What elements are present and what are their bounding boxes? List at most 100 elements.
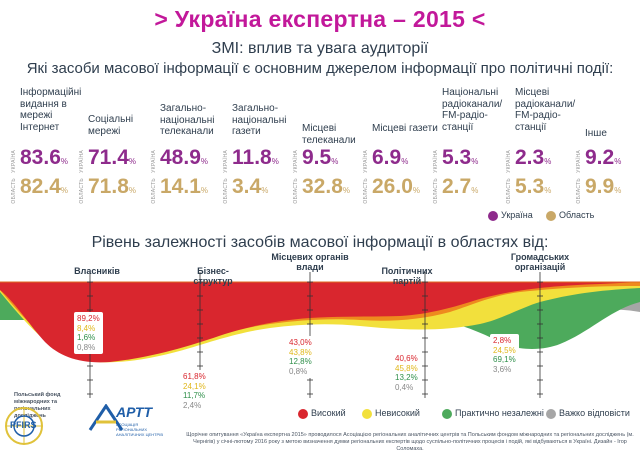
value-line: 40,6% <box>395 354 418 363</box>
value-line: 0,8% <box>289 366 308 376</box>
percent-sign: % <box>128 157 136 166</box>
side-label-ukraine: УКРАЇНА <box>79 150 85 173</box>
value-ukraine: 2.3% <box>515 147 551 173</box>
legend-label: Високий <box>311 408 346 418</box>
value-ukraine: 9.2% <box>585 147 621 173</box>
value-number: 26.0 <box>372 175 413 198</box>
value-number: 2.3 <box>515 146 545 169</box>
value-line: 24,1% <box>183 381 206 391</box>
value-ukraine: 71.4% <box>88 147 136 173</box>
side-label-oblast: ОБЛАСТЬ <box>79 178 85 204</box>
value-number: 11.8 <box>232 146 272 169</box>
legend-oblast-swatch <box>546 210 556 221</box>
value-oblast: 2.7% <box>442 176 478 202</box>
value-oblast: 82.4% <box>20 176 68 202</box>
percent-sign: % <box>271 157 279 166</box>
legend-ukraine-swatch <box>488 210 498 221</box>
value-line: 0,8% <box>77 342 96 352</box>
area-red <box>0 282 640 363</box>
value-line: 43,0% <box>289 338 312 347</box>
value-oblast: 5.3% <box>515 176 551 202</box>
value-oblast: 14.1% <box>160 176 208 202</box>
percent-sign: % <box>200 157 208 166</box>
pfirs-logo: Польський фонд міжнародних та регіональн… <box>2 392 74 452</box>
value-oblast: 9.9% <box>585 176 621 202</box>
footer-note: Щорічне опитування «Україна експертна 20… <box>186 432 634 452</box>
value-line: 1,6% <box>77 333 96 342</box>
value-line: 43,8% <box>289 347 312 357</box>
category-label: Загально-національні телеканали <box>160 103 215 137</box>
category-label: Інформаційні видання в мережі Інтернет <box>20 87 82 133</box>
side-label-oblast: ОБЛАСТЬ <box>433 178 439 204</box>
category-label: Місцеві телеканали <box>302 123 356 146</box>
dependency-chart-title: Рівень залежності засобів масової інформ… <box>91 234 549 251</box>
value-number: 5.3 <box>442 146 472 169</box>
percent-sign: % <box>342 186 350 195</box>
survey-question: Які засоби масової інформації є основним… <box>26 60 614 77</box>
value-box: 2,8% 24,5% 69,1% 3,6% <box>490 334 519 376</box>
value-box: 40,6% 45,8% 13,2% 0,4% <box>392 352 421 394</box>
side-label-ukraine: УКРАЇНА <box>151 150 157 173</box>
side-label-oblast: ОБЛАСТЬ <box>223 178 229 204</box>
value-number: 3.4 <box>232 175 262 198</box>
category-label: Місцеві радіоканали/ FM-радіо-станції <box>515 87 576 133</box>
value-ukraine: 83.6% <box>20 147 68 173</box>
value-number: 9.2 <box>585 146 615 169</box>
side-label-ukraine: УКРАЇНА <box>576 150 582 173</box>
percent-sign: % <box>200 186 208 195</box>
value-line: 45,8% <box>395 363 418 373</box>
legend-label: Практично незалежні <box>455 408 544 418</box>
legend-swatch <box>362 408 372 419</box>
group-dividers <box>87 272 543 398</box>
value-ukraine: 9.5% <box>302 147 338 173</box>
percent-sign: % <box>412 186 420 195</box>
side-label-ukraine: УКРАЇНА <box>223 150 229 173</box>
value-line: 89,2% <box>77 314 100 323</box>
percent-sign: % <box>471 157 479 166</box>
artt-logo: АРТТ АСОЦІАЦІЯ РЕГІОНАЛЬНИХ АНАЛІТИЧНИХ … <box>86 404 166 448</box>
side-label-oblast: ОБЛАСТЬ <box>293 178 299 204</box>
value-line: 61,8% <box>183 372 206 381</box>
value-number: 6.9 <box>372 146 402 169</box>
artt-logo-text: АРТТ <box>116 404 153 420</box>
side-label-ukraine: УКРАЇНА <box>363 150 369 173</box>
percent-sign: % <box>60 157 68 166</box>
group-label: Місцевих органів влади <box>271 252 349 272</box>
value-line: 24,5% <box>493 345 516 355</box>
legend-swatch <box>298 408 308 419</box>
value-number: 82.4 <box>20 175 61 198</box>
side-label-oblast: ОБЛАСТЬ <box>576 178 582 204</box>
value-number: 71.8 <box>88 175 129 198</box>
legend-ukraine: Україна <box>488 210 533 221</box>
value-number: 32.8 <box>302 175 343 198</box>
value-line: 69,1% <box>493 355 516 364</box>
legend-label: Важко відповісти <box>559 408 630 418</box>
side-label-ukraine: УКРАЇНА <box>506 150 512 173</box>
artt-emblem <box>88 404 124 431</box>
value-oblast: 71.8% <box>88 176 136 202</box>
category-label: Загально-національні газети <box>232 103 287 137</box>
legend-ukraine-label: Україна <box>501 210 533 220</box>
value-box: 61,8% 24,1% 11,7% 2,4% <box>180 370 209 412</box>
value-line: 3,6% <box>493 364 512 374</box>
side-label-oblast: ОБЛАСТЬ <box>11 178 17 204</box>
value-number: 9.5 <box>302 146 332 169</box>
legend-item: Важко відповісти <box>546 408 630 419</box>
dependency-area-chart <box>0 272 640 398</box>
legend-swatch <box>442 408 452 419</box>
category-label: Національні радіоканали/ FM-радіо-станці… <box>442 87 503 133</box>
category-label: Інше <box>585 128 607 139</box>
value-ukraine: 6.9% <box>372 147 408 173</box>
value-line: 12,8% <box>289 357 312 366</box>
percent-sign: % <box>544 186 552 195</box>
value-number: 14.1 <box>160 175 201 198</box>
group-label: Власників <box>74 266 120 276</box>
legend-item: Практично незалежні <box>442 408 544 419</box>
legend-label: Невисокий <box>375 408 420 418</box>
value-box: 43,0% 43,8% 12,8% 0,8% <box>286 336 315 378</box>
value-number: 83.6 <box>20 146 61 169</box>
value-oblast: 32.8% <box>302 176 350 202</box>
value-number: 9.9 <box>585 175 615 198</box>
value-line: 2,4% <box>183 400 202 410</box>
group-label: Бізнес-структур <box>193 266 233 286</box>
